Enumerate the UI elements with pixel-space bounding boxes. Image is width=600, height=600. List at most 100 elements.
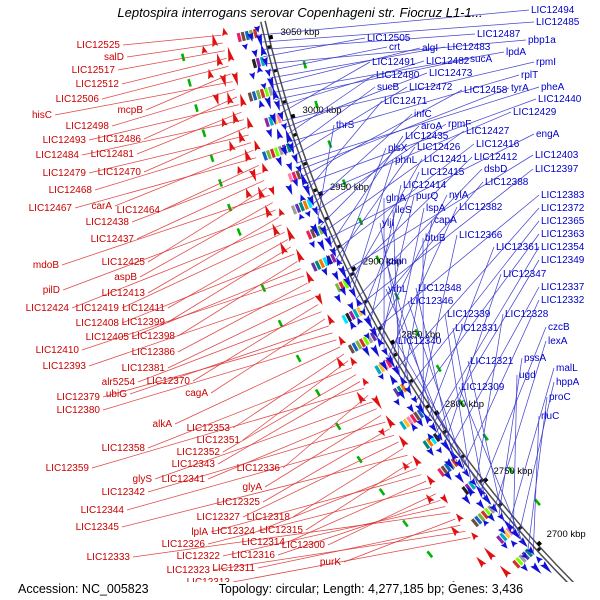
minus-strand-gene-arrow[interactable] (385, 354, 396, 369)
gene-label[interactable]: rluC (541, 411, 559, 422)
gene-label[interactable]: yljI (382, 218, 394, 229)
minus-strand-gene-arrow[interactable] (306, 194, 314, 207)
minus-strand-gene-arrow[interactable] (318, 217, 325, 225)
plus-strand-gene-arrow[interactable] (450, 525, 460, 537)
plus-strand-gene-arrow[interactable] (338, 335, 347, 346)
gene-label[interactable]: czcB (548, 322, 570, 333)
gene-label[interactable]: LIC12314 (242, 537, 286, 548)
gene-label[interactable]: LIC12506 (56, 94, 100, 105)
gene-label[interactable]: LIC12326 (162, 539, 206, 550)
minus-strand-gene-arrow[interactable] (357, 317, 364, 326)
gene-label[interactable]: ugd (519, 370, 536, 381)
gene-label[interactable]: algI (422, 43, 438, 54)
plus-strand-gene-arrow[interactable] (201, 45, 208, 55)
minus-strand-gene-arrow[interactable] (426, 446, 434, 456)
plus-strand-gene-arrow[interactable] (327, 314, 336, 326)
gene-label[interactable]: LIC12323 (167, 565, 211, 576)
gene-label[interactable]: LIC12426 (417, 142, 461, 153)
plus-strand-gene-arrow[interactable] (280, 241, 288, 255)
gene-label[interactable]: LIC12419 (76, 303, 120, 314)
gene-label[interactable]: tyrA (511, 83, 529, 94)
minus-strand-gene-arrow[interactable] (259, 99, 265, 109)
gene-label[interactable]: LIC12311 (212, 563, 255, 574)
gene-label[interactable]: malL (556, 363, 578, 374)
gene-label[interactable]: LIC12315 (260, 525, 304, 536)
gene-label[interactable]: LIC12321 (470, 356, 514, 367)
minus-strand-gene-arrow[interactable] (369, 326, 378, 339)
plus-strand-gene-arrow[interactable] (254, 139, 261, 152)
gene-label[interactable]: LIC12331 (455, 323, 499, 334)
gene-label[interactable]: pbp1a (528, 35, 556, 46)
minus-strand-gene-arrow[interactable] (257, 65, 264, 74)
gene-label[interactable]: LIC12341 (162, 474, 206, 485)
gene-label[interactable]: aspB (114, 272, 137, 283)
gene-label[interactable]: LIC12359 (46, 463, 90, 474)
minus-strand-gene-arrow[interactable] (302, 183, 311, 197)
gene-label[interactable]: LIC12403 (535, 150, 579, 161)
gene-label[interactable]: rplT (521, 70, 538, 81)
gene-label[interactable]: LIC12517 (72, 65, 116, 76)
minus-strand-gene-arrow[interactable] (475, 499, 485, 509)
minus-strand-gene-arrow[interactable] (251, 49, 258, 58)
gene-label[interactable]: rpmI (536, 57, 556, 68)
plus-strand-gene-arrow[interactable] (499, 565, 512, 579)
minus-strand-gene-arrow[interactable] (469, 477, 476, 486)
plus-strand-gene-arrow[interactable] (245, 188, 253, 199)
gene-label[interactable]: LIC12485 (536, 17, 580, 28)
gene-label[interactable]: alkA (153, 419, 173, 430)
plus-strand-gene-arrow[interactable] (476, 556, 487, 568)
gene-label[interactable]: glnA (386, 193, 406, 204)
gene-label[interactable]: LIC12425 (102, 257, 146, 268)
gene-label[interactable]: pilD (43, 285, 60, 296)
plus-strand-gene-arrow[interactable] (483, 547, 496, 561)
minus-strand-gene-arrow[interactable] (497, 526, 506, 534)
gene-label[interactable]: LIC12322 (177, 551, 221, 562)
minus-strand-gene-arrow[interactable] (389, 374, 398, 386)
plus-strand-gene-arrow[interactable] (371, 395, 382, 410)
gene-label[interactable]: LIC12421 (424, 154, 468, 165)
gene-label[interactable]: aroA (421, 121, 442, 132)
minus-strand-gene-arrow[interactable] (275, 156, 282, 167)
gene-label[interactable]: LIC12493 (43, 135, 87, 146)
minus-strand-gene-arrow[interactable] (356, 297, 363, 308)
gene-label[interactable]: LIC12512 (76, 79, 120, 90)
gene-label[interactable]: LIC12343 (172, 459, 216, 470)
minus-strand-gene-arrow[interactable] (503, 519, 516, 533)
plus-strand-gene-arrow[interactable] (350, 356, 358, 367)
minus-strand-gene-arrow[interactable] (486, 512, 495, 522)
minus-strand-gene-arrow[interactable] (415, 418, 423, 427)
gene-label[interactable]: dsbD (484, 164, 507, 175)
plus-strand-gene-arrow[interactable] (268, 185, 275, 196)
plus-strand-gene-arrow[interactable] (212, 92, 219, 106)
minus-strand-gene-arrow[interactable] (497, 512, 505, 521)
gene-label[interactable]: salD (104, 52, 124, 63)
minus-strand-gene-arrow[interactable] (415, 402, 426, 416)
minus-strand-gene-arrow[interactable] (444, 458, 455, 471)
gene-label[interactable]: nylA (449, 190, 469, 201)
gene-label[interactable]: LIC12386 (132, 347, 176, 358)
gene-label[interactable]: LIC12498 (66, 121, 110, 132)
minus-strand-gene-arrow[interactable] (247, 32, 254, 42)
gene-label[interactable]: LIC12332 (541, 295, 585, 306)
gene-label[interactable]: LIC12361 (496, 242, 540, 253)
minus-strand-gene-arrow[interactable] (397, 389, 405, 400)
gene-label[interactable]: LIC12383 (541, 190, 585, 201)
gene-label[interactable]: LIC12473 (429, 68, 473, 79)
gene-label[interactable]: LIC12325 (217, 497, 261, 508)
minus-strand-gene-arrow[interactable] (454, 471, 465, 484)
gene-label[interactable]: LIC12372 (541, 203, 585, 214)
minus-strand-gene-arrow[interactable] (347, 301, 354, 311)
gene-label[interactable]: LIC12348 (418, 283, 462, 294)
minus-strand-gene-arrow[interactable] (260, 82, 267, 90)
gene-label[interactable]: glyA (243, 482, 263, 493)
gene-label[interactable]: pirin (388, 256, 407, 267)
gene-label[interactable]: infC (414, 109, 432, 120)
minus-strand-gene-arrow[interactable] (321, 267, 328, 276)
gene-label[interactable]: carA (91, 201, 112, 212)
minus-strand-gene-arrow[interactable] (295, 164, 302, 174)
gene-label[interactable]: LIC12358 (102, 443, 146, 454)
minus-strand-gene-arrow[interactable] (273, 99, 280, 112)
minus-strand-gene-arrow[interactable] (448, 449, 459, 462)
plus-strand-gene-arrow[interactable] (362, 377, 370, 387)
gene-label[interactable]: sucA (470, 54, 493, 65)
